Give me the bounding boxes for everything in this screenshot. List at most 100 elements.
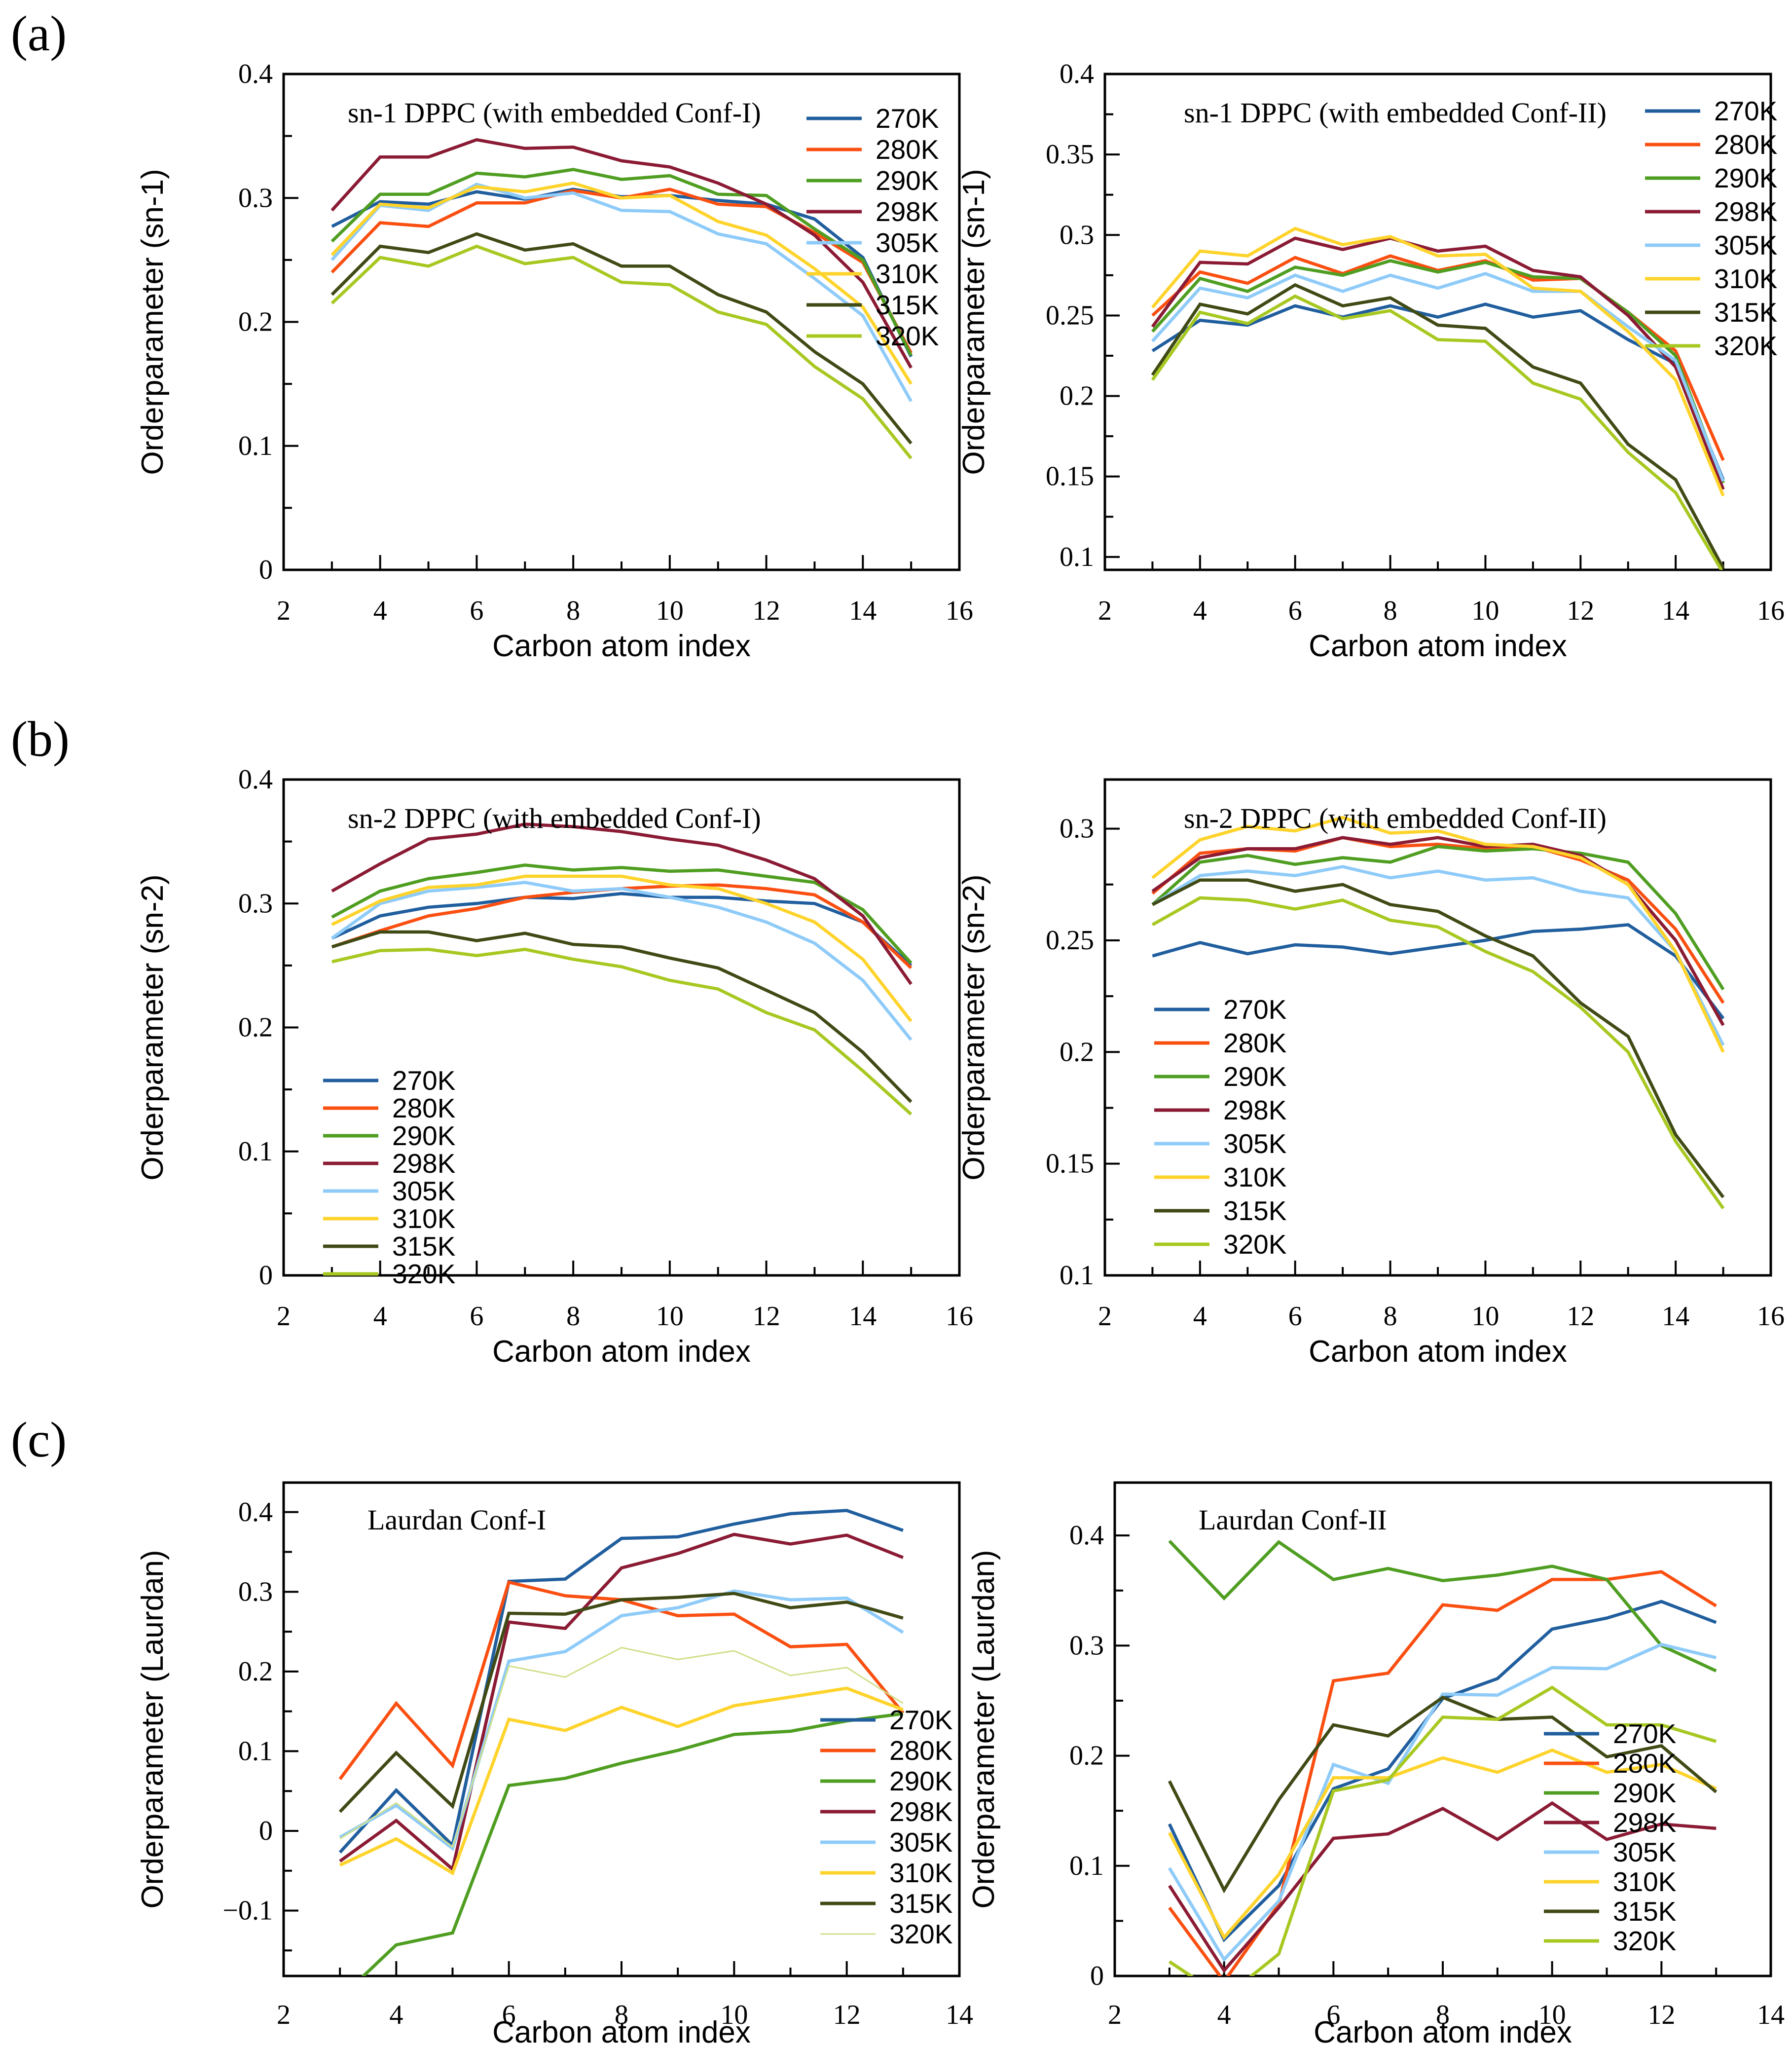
y-tick-label: 0.1 bbox=[1069, 1851, 1104, 1881]
x-axis-label: Carbon atom index bbox=[492, 629, 751, 663]
y-tick-label: 0.1 bbox=[238, 1736, 273, 1766]
y-tick-label: 0.3 bbox=[238, 1576, 273, 1607]
legend-label-290K: 290K bbox=[876, 165, 939, 196]
x-tick-label: 4 bbox=[373, 596, 387, 626]
series-line-280K bbox=[331, 883, 913, 969]
series-line-315K bbox=[1168, 1695, 1718, 1894]
y-tick-label: 0.2 bbox=[238, 1012, 273, 1043]
y-axis-label: Orderparameter (sn-1) bbox=[136, 169, 170, 475]
x-tick-label: 10 bbox=[656, 1301, 684, 1332]
legend-label-320K: 320K bbox=[1714, 331, 1778, 361]
x-tick-label: 10 bbox=[720, 2000, 748, 2030]
series-line-320K bbox=[331, 947, 913, 1116]
legend-label-305K: 305K bbox=[1223, 1128, 1287, 1159]
x-tick-label: 14 bbox=[1662, 596, 1689, 626]
series-line-298K bbox=[331, 822, 913, 985]
series-line-320K bbox=[1169, 1685, 1717, 1976]
legend-label-270K: 270K bbox=[1613, 1718, 1677, 1749]
y-tick-label: 0.3 bbox=[1060, 220, 1094, 250]
series-line-298K bbox=[1151, 236, 1725, 490]
series-line-290K bbox=[331, 863, 913, 965]
y-axis-label: Orderparameter (sn-1) bbox=[957, 169, 991, 475]
x-axis-label: Carbon atom index bbox=[492, 1335, 751, 1369]
legend-label-310K: 310K bbox=[889, 1858, 953, 1888]
series-line-270K bbox=[331, 892, 913, 967]
y-tick-label: 0.25 bbox=[1046, 925, 1094, 956]
series-line-310K bbox=[1151, 226, 1725, 497]
y-tick-label: 0.2 bbox=[238, 307, 273, 337]
x-tick-label: 10 bbox=[656, 596, 684, 626]
legend-label-298K: 298K bbox=[392, 1148, 456, 1179]
x-axis-label: Carbon atom index bbox=[1314, 2015, 1572, 2048]
legend-label-280K: 280K bbox=[1223, 1028, 1287, 1058]
chart-title: Laurdan Conf-II bbox=[1199, 1504, 1387, 1536]
y-tick-label: 0 bbox=[1090, 1961, 1104, 1991]
series-line-320K bbox=[339, 1646, 904, 1848]
x-tick-label: 10 bbox=[1471, 1301, 1499, 1332]
legend-label-310K: 310K bbox=[1223, 1162, 1287, 1192]
legend-label-315K: 315K bbox=[1613, 1896, 1677, 1927]
x-tick-label: 12 bbox=[753, 596, 780, 626]
series-line-290K bbox=[361, 1712, 904, 1976]
y-tick-label: 0 bbox=[259, 555, 273, 585]
chart-title: sn-1 DPPC (with embedded Conf-I) bbox=[348, 97, 761, 129]
legend-label-290K: 290K bbox=[1613, 1778, 1677, 1808]
legend-label-305K: 305K bbox=[1714, 230, 1778, 261]
y-tick-label: 0.35 bbox=[1046, 139, 1094, 170]
y-tick-label: 0.2 bbox=[1060, 381, 1094, 411]
x-tick-label: 12 bbox=[1567, 1301, 1594, 1332]
legend-label-310K: 310K bbox=[1613, 1866, 1677, 1897]
legend-label-298K: 298K bbox=[876, 196, 939, 227]
legend-label-280K: 280K bbox=[392, 1093, 456, 1123]
y-tick-label: 0 bbox=[259, 1816, 273, 1846]
series-line-280K bbox=[330, 187, 913, 354]
x-tick-label: 12 bbox=[1647, 2000, 1675, 2030]
legend-label-320K: 320K bbox=[392, 1259, 456, 1289]
y-axis-label: Orderparameter (Laurdan) bbox=[136, 1550, 170, 1908]
y-tick-label: 0.1 bbox=[1060, 542, 1094, 572]
y-tick-label: −0.1 bbox=[222, 1896, 273, 1926]
plot-frame bbox=[282, 778, 961, 1277]
legend-label-320K: 320K bbox=[889, 1919, 953, 1949]
x-tick-label: 12 bbox=[753, 1301, 780, 1332]
legend-label-270K: 270K bbox=[392, 1065, 456, 1096]
series-line-310K bbox=[1168, 1748, 1717, 1940]
legend-label-315K: 315K bbox=[1714, 297, 1778, 328]
chart-title: sn-1 DPPC (with embedded Conf-II) bbox=[1184, 97, 1607, 129]
legend-label-290K: 290K bbox=[1714, 163, 1778, 193]
x-tick-label: 6 bbox=[1288, 596, 1302, 626]
legend-label-310K: 310K bbox=[1714, 263, 1778, 294]
series-line-310K bbox=[330, 181, 913, 385]
legend-label-315K: 315K bbox=[1223, 1195, 1287, 1226]
legend-label-298K: 298K bbox=[889, 1796, 953, 1827]
series-line-315K bbox=[331, 930, 913, 1103]
x-tick-label: 8 bbox=[1436, 2000, 1450, 2030]
chart-laurdan-conf1: 2 4 6 8 10 12 14 −0.1 0 0.1 0.2 0.3 0.4 270K280K290K2… bbox=[136, 1481, 973, 2048]
y-tick-label: 0.15 bbox=[1046, 461, 1094, 492]
series-line-320K bbox=[330, 244, 913, 459]
x-tick-label: 8 bbox=[566, 1301, 580, 1332]
x-tick-label: 10 bbox=[1538, 2000, 1566, 2030]
series-line-305K bbox=[330, 183, 913, 402]
legend-label-298K: 298K bbox=[1714, 196, 1778, 227]
y-axis-label: Orderparameter (sn-2) bbox=[957, 874, 991, 1180]
panel-label-a: (a) bbox=[11, 6, 67, 62]
legend-label-310K: 310K bbox=[876, 259, 939, 289]
series-line-280K bbox=[338, 1580, 905, 1780]
x-tick-label: 2 bbox=[277, 1301, 291, 1332]
x-tick-label: 16 bbox=[946, 596, 973, 626]
series-line-290K bbox=[330, 168, 913, 356]
series-line-298K bbox=[339, 1532, 904, 1872]
x-tick-label: 4 bbox=[373, 1301, 387, 1332]
x-tick-label: 12 bbox=[833, 2000, 861, 2030]
x-tick-label: 4 bbox=[1193, 1301, 1207, 1332]
x-tick-label: 4 bbox=[389, 2000, 403, 2030]
y-axis-label: Orderparameter (Laurdan) bbox=[967, 1550, 1001, 1908]
series-line-270K bbox=[1151, 302, 1725, 481]
legend-label-290K: 290K bbox=[889, 1766, 953, 1796]
y-tick-label: 0.1 bbox=[238, 431, 273, 461]
legend-label-310K: 310K bbox=[392, 1203, 456, 1234]
y-tick-label: 0.1 bbox=[1060, 1260, 1094, 1291]
legend-label-298K: 298K bbox=[1223, 1095, 1287, 1125]
legend-label-290K: 290K bbox=[1223, 1061, 1287, 1092]
